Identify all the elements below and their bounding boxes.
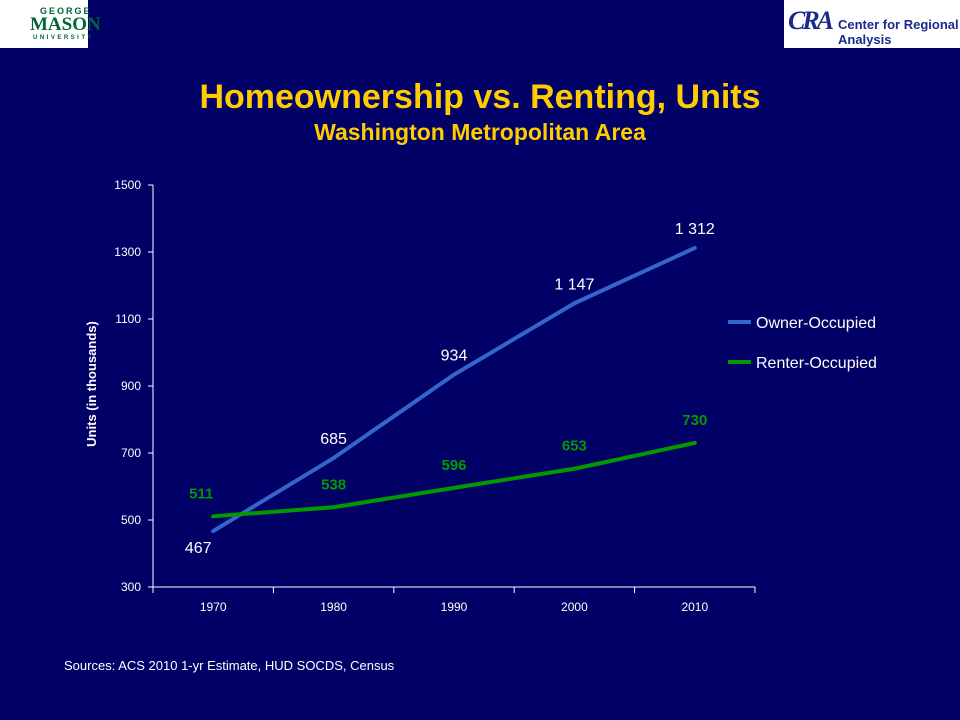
data-label-renter: 653	[562, 438, 587, 455]
sources-note: Sources: ACS 2010 1-yr Estimate, HUD SOC…	[64, 658, 395, 673]
logo-mason-text: MASON	[30, 14, 101, 35]
y-tick-label: 700	[121, 446, 141, 460]
y-tick-label: 1300	[114, 245, 141, 259]
x-tick-label: 2000	[561, 600, 588, 614]
chart-subtitle: Washington Metropolitan Area	[314, 119, 646, 145]
y-axis-label: Units (in thousands)	[84, 321, 99, 447]
data-label-renter: 511	[189, 485, 213, 502]
y-tick-label: 1100	[115, 312, 141, 326]
x-tick-label: 2010	[681, 600, 708, 614]
logo-george-text: GEORGE	[40, 6, 92, 16]
y-tick-label: 1500	[114, 178, 141, 192]
cra-mark-text: CRA	[788, 6, 834, 35]
y-tick-label: 900	[121, 379, 141, 393]
data-label-renter: 730	[682, 412, 707, 429]
cra-name-text: Center for Regional Analysis	[838, 17, 959, 47]
chart-title: Homeownership vs. Renting, Units	[199, 78, 761, 116]
cra-logo: CRA Center for Regional Analysis	[784, 0, 960, 48]
x-tick-label: 1990	[441, 600, 468, 614]
series-line-renter-occupied	[211, 440, 697, 519]
george-mason-logo: GEORGE MASON UNIVERSITY	[0, 0, 101, 48]
legend-label: Owner-Occupied	[756, 315, 876, 332]
y-tick-label: 500	[121, 513, 141, 527]
x-tick-label: 1980	[320, 600, 347, 614]
data-label-renter: 538	[321, 476, 346, 493]
data-label-owner: 685	[320, 431, 347, 448]
y-tick-label: 300	[121, 580, 141, 594]
legend-label: Renter-Occupied	[756, 355, 877, 372]
logo-university-text: UNIVERSITY	[33, 35, 95, 41]
data-label-owner: 467	[185, 540, 212, 557]
data-label-renter: 596	[441, 457, 466, 474]
data-label-owner: 934	[441, 348, 468, 365]
data-label-owner: 1 312	[675, 221, 715, 238]
series-line-owner-occupied	[211, 245, 697, 534]
x-tick-label: 1970	[200, 600, 227, 614]
data-label-owner: 1 147	[554, 276, 594, 293]
